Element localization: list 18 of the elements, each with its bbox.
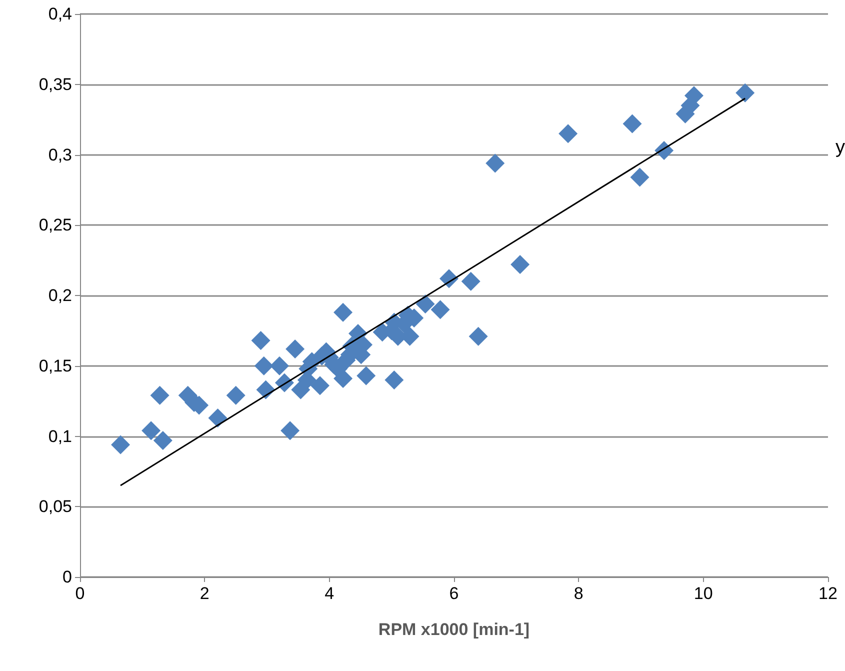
x-tick-label: 8 (574, 584, 584, 603)
x-tick-label: 6 (449, 584, 459, 603)
x-tick-label: 2 (200, 584, 210, 603)
y-tick-label: 0,2 (48, 286, 72, 305)
y-tick-label: 0,15 (38, 356, 72, 376)
x-axis-title: RPM x1000 [min-1] (378, 620, 530, 639)
x-tick-label: 10 (694, 584, 713, 603)
x-tick-label: 4 (324, 584, 334, 603)
y-tick-label: 0,3 (48, 145, 72, 164)
y-tick-label: 0,05 (38, 497, 72, 516)
y-tick-label: 0,4 (48, 4, 72, 24)
x-tick-label: 0 (75, 584, 85, 603)
y-tick-label: 0,25 (38, 216, 72, 235)
y-tick-label: 0,35 (38, 74, 72, 94)
y-tick-label: 0 (62, 568, 72, 586)
text: y (836, 137, 845, 158)
y-tick-label: 0,1 (48, 426, 72, 446)
x-tick-label: 12 (818, 584, 838, 603)
